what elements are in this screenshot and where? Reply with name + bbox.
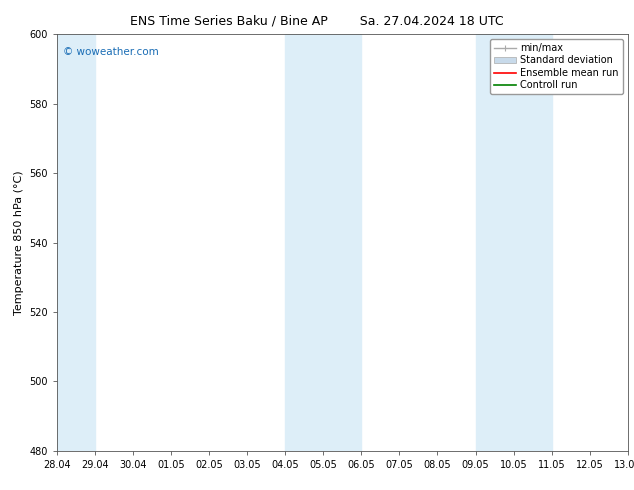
Bar bbox=[476, 34, 552, 451]
Bar bbox=[57, 34, 95, 451]
Text: © woweather.com: © woweather.com bbox=[63, 47, 158, 57]
Y-axis label: Temperature 850 hPa (°C): Temperature 850 hPa (°C) bbox=[14, 170, 24, 315]
Legend: min/max, Standard deviation, Ensemble mean run, Controll run: min/max, Standard deviation, Ensemble me… bbox=[490, 39, 623, 94]
Bar bbox=[285, 34, 361, 451]
Text: ENS Time Series Baku / Bine AP        Sa. 27.04.2024 18 UTC: ENS Time Series Baku / Bine AP Sa. 27.04… bbox=[130, 15, 504, 28]
